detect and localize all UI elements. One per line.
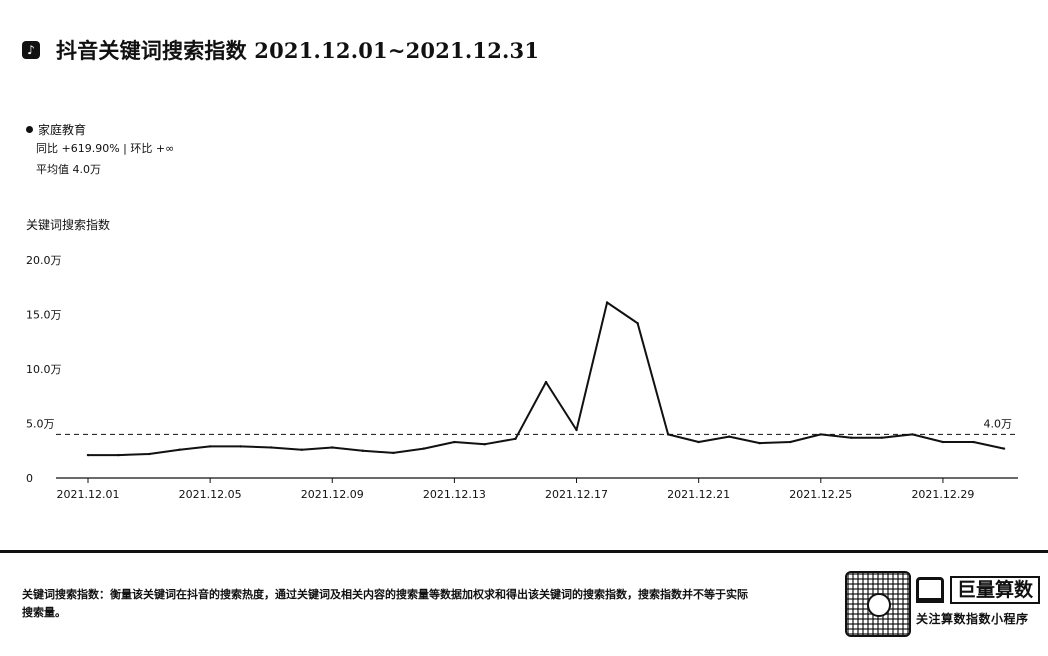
y-tick-label: 20.0万 — [26, 254, 62, 267]
data-point — [941, 440, 945, 444]
series-line — [88, 301, 1005, 457]
y-tick-label: 0 — [26, 472, 33, 485]
data-point — [697, 440, 700, 444]
header: ♪ 抖音关键词搜索指数 2021.12.01~2021.12.31 — [22, 34, 539, 66]
y-tick-label: 5.0万 — [26, 418, 55, 431]
x-tick-label: 2021.12.13 — [423, 488, 486, 501]
data-point — [270, 446, 273, 449]
data-point — [575, 428, 578, 432]
x-tick-label: 2021.12.09 — [301, 488, 364, 501]
x-tick-label: 2021.12.25 — [789, 488, 852, 501]
data-point — [147, 452, 151, 456]
average-stat: 平均值 4.0万 — [36, 163, 101, 176]
x-tick-label: 2021.12.05 — [179, 488, 242, 501]
data-point — [514, 437, 517, 440]
x-tick-label: 2021.12.21 — [667, 488, 730, 501]
data-point — [331, 446, 334, 449]
data-point — [880, 436, 884, 439]
data-point — [483, 443, 487, 446]
average-reference-label: 4.0万 — [984, 417, 1013, 430]
data-point — [117, 453, 120, 457]
brand-logo-icon — [916, 577, 944, 603]
legend-item[interactable]: 家庭教育 — [26, 120, 174, 138]
data-point — [544, 380, 548, 384]
data-point — [392, 451, 395, 455]
data-point — [300, 448, 303, 451]
footer-divider — [0, 550, 1048, 553]
qr-center-logo — [867, 593, 891, 617]
y-axis-title: 关键词搜索指数 — [26, 218, 111, 232]
x-tick-label: 2021.12.29 — [911, 488, 974, 501]
y-tick-label: 10.0万 — [26, 363, 62, 376]
yoy-stat: 同比 +619.90% | 环比 +∞ — [36, 142, 175, 155]
line-chart: 0 5.0万 10.0万 15.0万 20.0万 2021.12.01 2021.12.05… — [26, 254, 1018, 501]
data-point — [239, 445, 242, 448]
data-point — [361, 449, 364, 452]
data-point — [728, 435, 731, 438]
qr-code-icon[interactable] — [845, 571, 911, 637]
brand-subtitle: 关注算数指数小程序 — [916, 612, 1029, 626]
legend: 家庭教育 同比 +619.90% | 环比 +∞ 平均值 4.0万 — [26, 120, 174, 180]
douyin-icon: ♪ — [22, 41, 40, 59]
legend-dot-icon — [26, 125, 33, 133]
brand: 巨量算数 — [916, 576, 1041, 604]
y-tick-label: 15.0万 — [26, 309, 62, 322]
data-point — [911, 433, 914, 436]
data-point — [605, 301, 609, 304]
brand-name: 巨量算数 — [950, 576, 1041, 604]
data-point — [758, 441, 761, 445]
data-point — [453, 440, 456, 444]
data-point — [666, 433, 670, 436]
data-point — [1002, 447, 1006, 450]
data-point — [789, 440, 792, 444]
x-tick-label: 2021.12.17 — [545, 488, 608, 501]
x-tick-label: 2021.12.01 — [57, 488, 120, 501]
data-point — [819, 433, 822, 436]
data-point — [178, 448, 181, 451]
footer-description: 关键词搜索指数：衡量该关键词在抖音的搜索热度，通过关键词及相关内容的搜索量等数据… — [22, 588, 748, 619]
legend-series-name: 家庭教育 — [38, 122, 87, 137]
data-point — [972, 440, 975, 444]
page-title: 抖音关键词搜索指数 2021.12.01~2021.12.31 — [56, 38, 540, 63]
data-point — [208, 445, 212, 448]
data-point — [636, 322, 639, 325]
data-point — [850, 436, 853, 439]
data-point — [86, 453, 90, 457]
data-point — [422, 447, 426, 450]
